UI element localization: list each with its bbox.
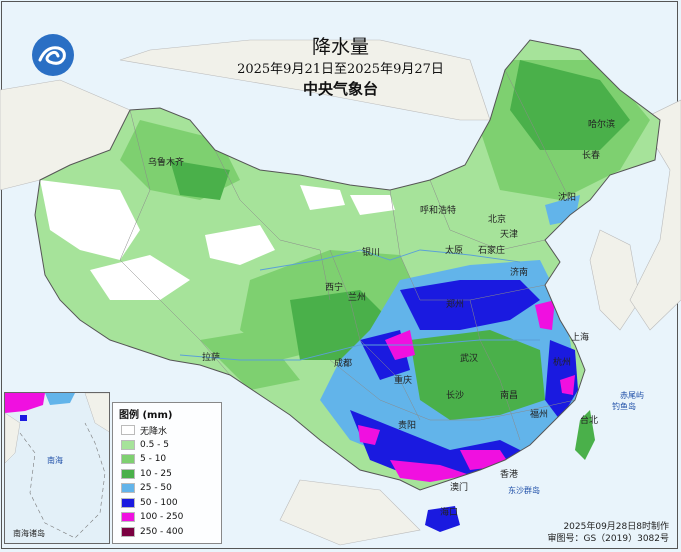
hainan [425,506,460,532]
city-label: 福州 [530,410,549,420]
city-label: 石家庄 [478,246,506,256]
yangtze-river [179,339,540,361]
legend-label: 10 - 25 [140,468,172,479]
review-number: 审图号：GS（2019）3082号 [547,534,670,544]
cma-logo-icon [32,34,74,76]
made-time: 2025年09月28日8时制作 [563,522,669,532]
city-label: 银川 [362,248,381,258]
legend-rows: 无降水 0.5 - 5 5 - 10 10 - 25 25 - 50 50 - 100 10… [113,423,221,539]
city-label: 太原 [445,246,464,256]
city-label: 天津 [500,230,519,240]
city-label: 乌鲁木齐 [148,158,185,168]
map-agency: 中央气象台 [302,80,378,98]
inset-map [5,393,109,539]
legend-item: 无降水 [113,423,221,438]
legend-label: 5 - 10 [140,454,167,465]
city-label: 西宁 [325,283,344,293]
legend-swatch [121,425,135,436]
legend-label: 50 - 100 [140,497,178,508]
city-label: 成都 [334,359,353,369]
legend-label: 250 - 400 [140,526,184,537]
city-label: 呼和浩特 [420,206,457,216]
city-label: 沈阳 [558,193,577,203]
city-label: 杭州 [553,358,572,368]
city-label: 兰州 [348,293,367,303]
legend-item: 0.5 - 5 [113,438,221,453]
legend-item: 250 - 400 [113,525,221,540]
city-label: 海口 [440,508,459,518]
inset-label: 南海诸岛 [13,529,45,538]
legend-label: 无降水 [140,426,168,437]
city-label: 上海 [571,333,590,343]
city-label: 长春 [582,151,601,161]
legend-item: 25 - 50 [113,481,221,496]
neighbor-land-east [629,99,681,331]
legend-swatch [121,454,135,465]
korean-peninsula [589,229,641,331]
legend-item: 5 - 10 [113,452,221,467]
legend-swatch [121,497,135,508]
city-label: 台北 [580,416,599,426]
city-label: 贵阳 [398,421,417,431]
legend-item: 10 - 25 [113,467,221,482]
legend-swatch [121,512,135,523]
city-label: 哈尔滨 [588,120,616,130]
city-label: 南昌 [500,391,519,401]
sea-label: 赤尾屿 [620,391,644,400]
city-label: 长沙 [446,391,465,401]
city-label: 拉萨 [202,353,221,363]
neighbor-land-north [119,39,491,121]
legend-label: 0.5 - 5 [140,439,170,450]
legend: 图例 (mm) 无降水 0.5 - 5 5 - 10 10 - 25 25 - 50 50… [112,402,222,544]
province-borders [119,69,576,441]
city-label: 重庆 [394,376,413,386]
sea-label: 钓鱼岛 [612,402,636,411]
legend-label: 100 - 250 [140,512,184,523]
city-label: 济南 [510,268,529,278]
legend-swatch [121,526,135,537]
city-label: 香港 [500,470,519,480]
legend-label: 25 - 50 [140,483,172,494]
map-period: 2025年9月21日至2025年9月27日 [237,62,444,77]
taiwan [575,410,595,460]
neighbor-land-south [279,479,421,546]
legend-item: 100 - 250 [113,510,221,525]
national-border [34,39,661,491]
sea-label: 东沙群岛 [508,486,540,495]
legend-title: 图例 (mm) [119,410,173,421]
city-label: 郑州 [446,300,465,310]
map-title: 降水量 [311,36,369,58]
city-label: 北京 [488,215,507,225]
yellow-river [259,249,521,271]
legend-item: 50 - 100 [113,496,221,511]
sea-label: 南海 [47,456,63,465]
legend-swatch [121,439,135,450]
city-label: 武汉 [460,354,479,364]
south-china-sea-inset: 南海 南海诸岛 [4,392,110,544]
legend-swatch [121,468,135,479]
legend-swatch [121,483,135,494]
city-label: 澳门 [450,483,469,493]
